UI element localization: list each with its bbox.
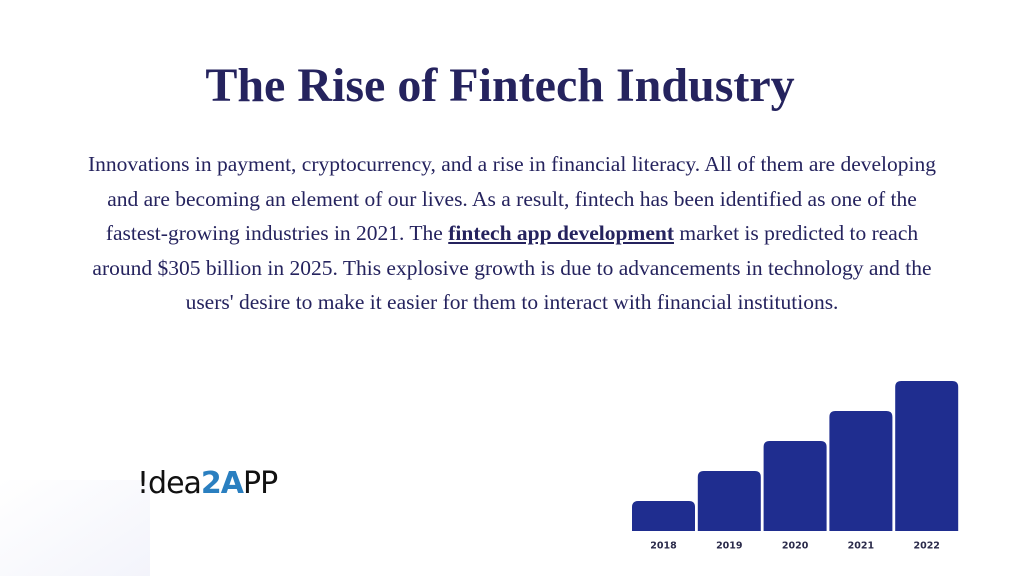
bar [632,501,695,531]
logo-text: 2A [200,466,244,501]
logo-text: !dea [137,466,202,501]
bar [895,381,959,531]
link[interactable]: fintech app development [448,221,674,246]
x-tick-label: 2022 [913,541,939,552]
title: The Rise of Fintech Industry [205,59,795,112]
background-fade [0,480,150,576]
x-tick-label: 2018 [650,541,677,552]
bar [829,411,893,531]
text: market is predicted to reach around $305… [92,221,932,315]
logo: !dea2APP [137,466,278,501]
paragraph: Innovations in payment, cryptocurrency, … [74,147,950,320]
x-tick-label: 2020 [782,541,809,552]
x-tick-label: 2021 [848,541,874,552]
text: Innovations in payment, cryptocurrency, … [88,152,936,246]
logo-text: PP [243,466,278,501]
bar [763,441,827,531]
x-tick-label: 2019 [716,541,742,552]
bar [697,471,761,531]
